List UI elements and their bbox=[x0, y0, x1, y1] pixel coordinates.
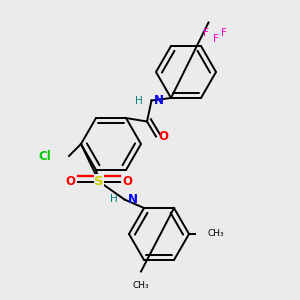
Text: N: N bbox=[154, 94, 164, 107]
Text: N: N bbox=[128, 193, 137, 206]
Text: F: F bbox=[220, 28, 226, 38]
Text: CH₃: CH₃ bbox=[207, 230, 224, 238]
Text: S: S bbox=[94, 175, 104, 188]
Text: CH₃: CH₃ bbox=[133, 280, 149, 290]
Text: O: O bbox=[122, 175, 133, 188]
Text: F: F bbox=[202, 28, 208, 38]
Text: H: H bbox=[135, 95, 142, 106]
Text: Cl: Cl bbox=[38, 149, 51, 163]
Text: O: O bbox=[158, 130, 169, 143]
Text: O: O bbox=[65, 175, 76, 188]
Text: F: F bbox=[213, 34, 219, 44]
Text: H: H bbox=[110, 194, 118, 205]
